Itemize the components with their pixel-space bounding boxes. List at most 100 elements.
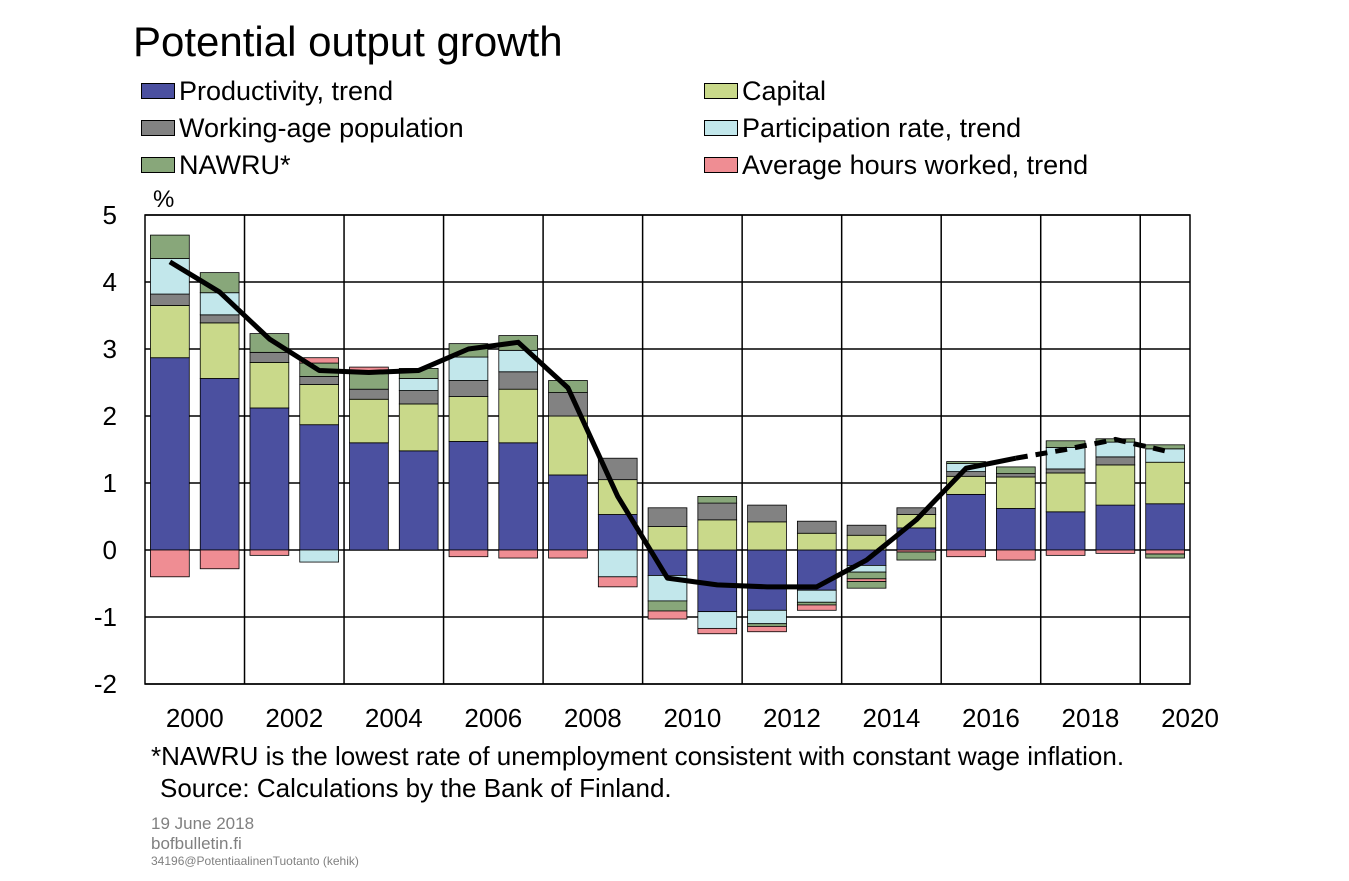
bar-segment-average-hours <box>1045 549 1086 556</box>
line-actual <box>168 259 1017 590</box>
y-tick-label: -1 <box>94 602 117 632</box>
legend-swatch-productivity <box>141 83 175 99</box>
bar-segment-capital <box>697 519 738 551</box>
bar-segment-capital <box>498 388 539 444</box>
x-tick-label: 2004 <box>365 703 423 733</box>
bar-segment-participation-rate <box>398 378 439 391</box>
bar-segment-productivity <box>1145 503 1185 551</box>
x-tick-label: 2008 <box>564 703 622 733</box>
bar-segment-productivity <box>548 474 588 551</box>
bar-segment-average-hours <box>448 549 489 558</box>
x-tick-label: 2016 <box>962 703 1020 733</box>
bar-segment-working-age-population <box>349 388 389 400</box>
bar-segment-capital <box>996 476 1036 509</box>
bar-segment-working-age-population <box>846 524 887 536</box>
bar-segment-working-age-population <box>199 314 240 324</box>
legend-item-capital: Capital <box>704 76 826 106</box>
bar-segment-working-age-population <box>946 471 986 477</box>
bar-segment-productivity <box>150 357 190 551</box>
bar-segment-capital <box>249 361 290 409</box>
y-axis-unit: % <box>153 186 175 213</box>
bar-segment-nawru <box>1145 444 1185 450</box>
bar-segment-average-hours <box>1095 549 1136 554</box>
x-tick-label: 2000 <box>166 703 224 733</box>
bar-segment-average-hours <box>846 578 887 582</box>
site-name: bofbulletin.fi <box>151 834 242 853</box>
bar-segment-productivity <box>996 508 1036 551</box>
bar-segment-working-age-population <box>150 293 190 306</box>
bar-segment-capital <box>448 396 489 442</box>
bar-segment-nawru <box>846 571 887 580</box>
bar-segment-capital <box>199 322 240 379</box>
x-tick-label: 2012 <box>763 703 821 733</box>
legend-item-working-age-population: Working-age population <box>141 113 464 143</box>
line-forecast <box>1015 436 1166 461</box>
bar-segment-average-hours <box>150 549 190 578</box>
bar-segment-average-hours <box>249 549 290 556</box>
bar-segment-working-age-population <box>697 502 738 521</box>
bar-segment-productivity <box>199 378 240 551</box>
bar-segment-average-hours <box>747 625 787 633</box>
bar-segment-working-age-population <box>996 473 1036 478</box>
x-tick-label: 2020 <box>1161 703 1219 733</box>
bar-segment-working-age-population <box>747 504 787 523</box>
y-tick-label: 3 <box>103 334 117 364</box>
y-tick-label: -2 <box>94 669 117 699</box>
bar-segment-productivity <box>349 442 389 551</box>
legend-item-average-hours: Average hours worked, trend <box>704 150 1088 180</box>
bar-segment-nawru <box>1145 553 1185 559</box>
bar-segment-nawru <box>747 623 787 627</box>
y-tick-label: 1 <box>103 468 117 498</box>
bar-segment-average-hours <box>996 549 1036 561</box>
legend-label-capital: Capital <box>742 75 827 106</box>
x-axis-ticks: 2000 2002 2004 2006 2008 2010 2012 2014 2016 2018… <box>166 703 1219 733</box>
legend-label-participation-rate: Participation rate, trend <box>742 112 1022 143</box>
bar-segment-productivity <box>946 493 986 551</box>
bar-segment-working-age-population <box>796 520 837 534</box>
source-note: Source: Calculations by the Bank of Finl… <box>160 773 672 803</box>
x-tick-label: 2018 <box>1062 703 1120 733</box>
bar-segment-participation-rate <box>796 589 837 603</box>
bar-segment-nawru <box>697 495 738 504</box>
legend-swatch-capital <box>704 83 738 99</box>
legend-label-average-hours: Average hours worked, trend <box>742 149 1089 180</box>
bar-segment-nawru <box>996 466 1036 475</box>
legend-swatch-average-hours <box>704 157 738 173</box>
bar-segment-nawru <box>150 234 190 259</box>
plot-frame <box>144 214 1191 685</box>
x-tick-label: 2006 <box>464 703 522 733</box>
x-tick-label: 2010 <box>663 703 721 733</box>
legend-item-productivity: Productivity, trend <box>141 76 393 106</box>
x-tick-label: 2002 <box>265 703 323 733</box>
chart-id: 34196@PotentiaalinenTuotanto (kehik) <box>151 854 359 868</box>
bar-segment-productivity <box>498 442 539 551</box>
bar-segment-nawru <box>647 600 688 612</box>
x-tick-label: 2014 <box>863 703 921 733</box>
bar-segment-capital <box>299 384 339 426</box>
bar-segment-working-age-population <box>498 371 539 390</box>
bar-segment-productivity <box>747 549 787 611</box>
bar-segment-working-age-population <box>299 376 339 385</box>
bar-segment-average-hours <box>548 549 588 559</box>
bar-segment-capital <box>349 398 389 444</box>
legend-swatch-working-age-population <box>141 120 175 136</box>
bar-segment-working-age-population <box>896 507 937 515</box>
bar-segment-working-age-population <box>398 390 439 405</box>
bar-segment-nawru <box>796 601 837 606</box>
legend-label-nawru: NAWRU* <box>179 149 291 180</box>
bar-segment-productivity <box>796 549 837 591</box>
y-tick-label: 5 <box>103 200 117 230</box>
bar-segment-participation-rate <box>747 609 787 625</box>
bar-segment-average-hours <box>946 549 986 558</box>
bar-segment-working-age-population <box>249 351 290 363</box>
bar-segment-participation-rate <box>1145 448 1185 463</box>
legend-swatch-nawru <box>141 157 175 173</box>
chart-title: Potential output growth <box>133 18 563 65</box>
legend-label-working-age-population: Working-age population <box>179 112 464 143</box>
bar-segment-average-hours <box>597 576 638 588</box>
y-tick-label: 2 <box>103 401 117 431</box>
legend-item-participation-rate: Participation rate, trend <box>704 113 1021 143</box>
bar-segment-working-age-population <box>448 380 489 397</box>
bar-segment-nawru <box>846 581 887 589</box>
